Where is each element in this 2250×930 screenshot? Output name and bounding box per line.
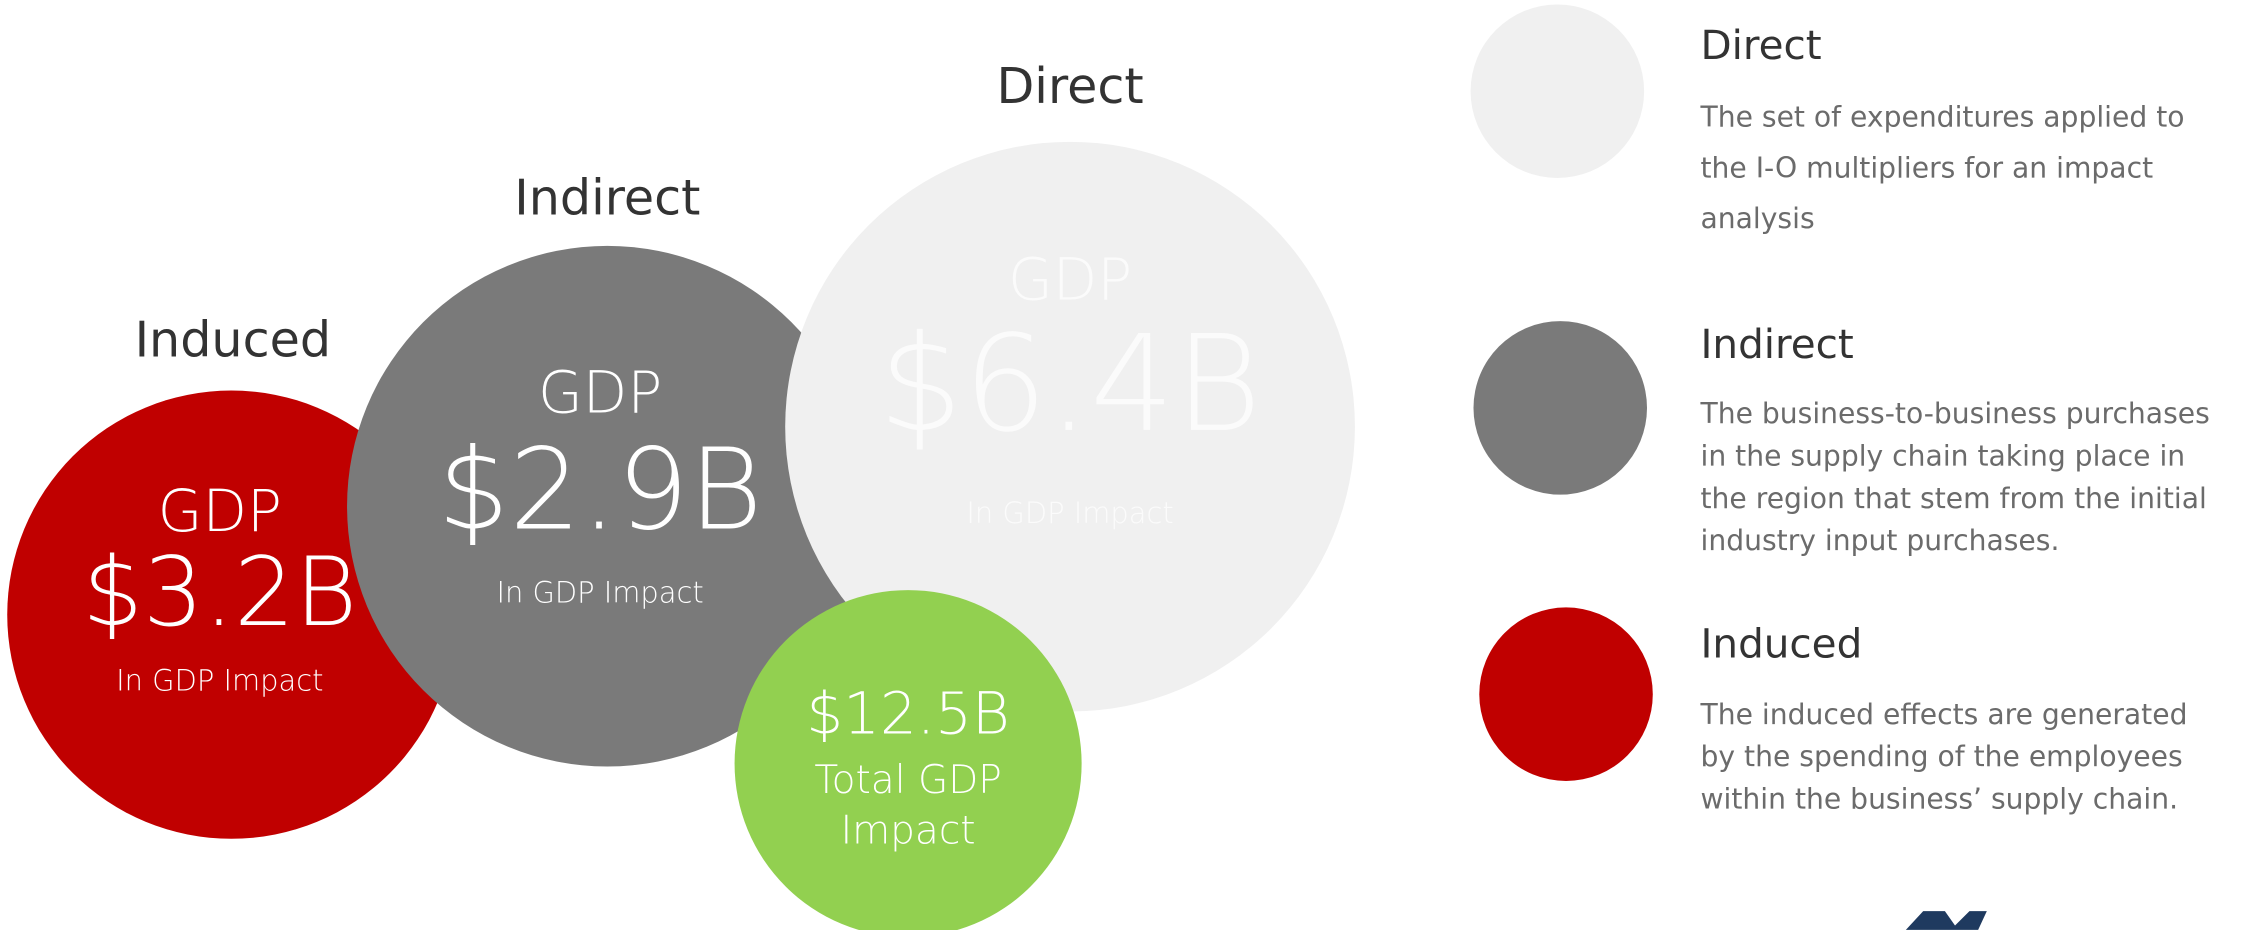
bubble-amount: $6.4B: [878, 308, 1261, 462]
bubble-label: Indirect: [514, 169, 700, 227]
legend-description: in the supply chain taking place in: [1701, 439, 2186, 472]
legend-description: within the business’ supply chain.: [1701, 783, 2179, 816]
bubble-metric: GDP: [538, 358, 662, 426]
bubble-amount: $3.2B: [82, 536, 357, 648]
legend-description: the I-O multipliers for an impact: [1701, 151, 2154, 184]
legend-title: Indirect: [1701, 320, 1854, 368]
bubble-caption: In GDP Impact: [496, 575, 703, 609]
bubble-caption: In GDP Impact: [116, 664, 323, 698]
legend-description: industry input purchases.: [1701, 524, 2060, 557]
legend-description: The set of expenditures applied to: [1700, 101, 2185, 134]
bubble-caption: Impact: [841, 809, 976, 854]
bubble-label: Direct: [996, 57, 1143, 115]
bubble-amount: $2.9B: [438, 423, 763, 555]
induced-bubble: [7, 390, 456, 839]
total-bubble: [734, 590, 1082, 930]
legend-swatch: [1473, 321, 1648, 495]
direct-bubble: [785, 141, 1355, 712]
legend-description: The business-to-business purchases: [1700, 397, 2210, 430]
legend-title: Induced: [1701, 619, 1863, 667]
logo: [1905, 911, 1987, 930]
legend-description: analysis: [1701, 202, 1815, 235]
bubble-caption: In GDP Impact: [966, 496, 1173, 530]
legend-description: the region that stem from the initial: [1701, 482, 2207, 515]
legend-title: Direct: [1701, 21, 1822, 69]
bubble-amount: $12.5B: [806, 679, 1009, 747]
bubble-label: Induced: [135, 310, 331, 368]
legend-swatch: [1479, 607, 1653, 781]
legend-swatch: [1470, 4, 1645, 178]
bubble-metric: GDP: [1008, 246, 1132, 314]
bubble-metric: GDP: [158, 477, 282, 545]
legend-description: by the spending of the employees: [1701, 740, 2183, 773]
bubble-caption: Total GDP: [814, 758, 1001, 803]
legend-description: The induced effects are generated: [1700, 698, 2188, 731]
indirect-bubble: [347, 245, 868, 767]
